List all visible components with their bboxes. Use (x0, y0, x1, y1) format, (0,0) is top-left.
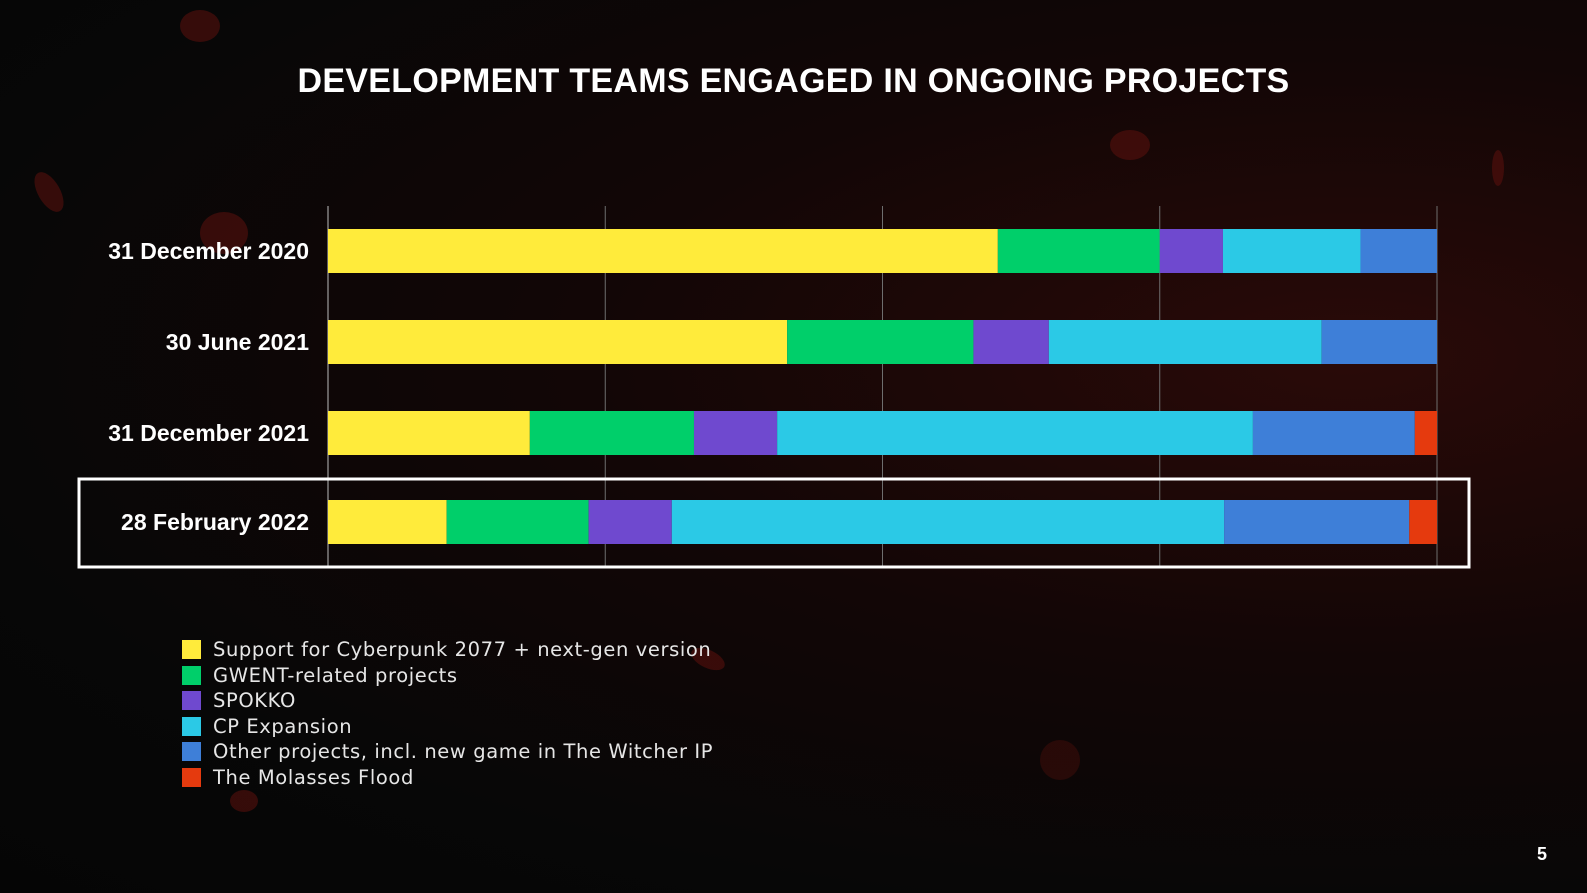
bar-segment (1159, 229, 1223, 273)
legend-swatch (182, 640, 201, 660)
bar-segment (1222, 229, 1361, 273)
legend-item: SPOKKO (182, 688, 713, 714)
highlight-box (77, 477, 1471, 569)
bar-segment (1224, 500, 1410, 544)
legend-label: SPOKKO (213, 689, 296, 713)
bar-segment (973, 320, 1049, 364)
legend-item: GWENT-related projects (182, 663, 713, 689)
bar-segment (328, 411, 530, 455)
bar-segment (1321, 320, 1437, 364)
page-title: DEVELOPMENT TEAMS ENGAGED IN ONGOING PRO… (297, 62, 1290, 100)
legend-label: Other projects, incl. new game in The Wi… (213, 740, 714, 764)
bar-segment (777, 411, 1253, 455)
ember-decoration (180, 10, 220, 42)
bar-segment (588, 500, 672, 544)
category-label: 31 December 2021 (108, 420, 309, 446)
legend-swatch (182, 767, 201, 787)
legend-item: CP Expansion (182, 714, 713, 740)
legend-swatch (182, 716, 201, 736)
legend-label: The Molasses Flood (213, 765, 414, 789)
category-labels: 31 December 2020 30 June 2021 31 December … (108, 238, 309, 535)
legend-label: GWENT-related projects (213, 663, 458, 687)
ember-decoration (1040, 740, 1080, 780)
bar-segment (446, 500, 589, 544)
bar-segment (787, 320, 974, 364)
bar-segment (1252, 411, 1415, 455)
legend-swatch (182, 691, 201, 711)
bar-segment (1409, 500, 1437, 544)
legend-item: Support for Cyberpunk 2077 + next-gen ve… (182, 637, 713, 663)
bar-segment (328, 229, 998, 273)
category-label: 28 February 2022 (121, 509, 309, 535)
ember-decoration (200, 212, 248, 254)
bars (328, 229, 1437, 544)
legend-item: Other projects, incl. new game in The Wi… (182, 739, 713, 765)
bar-segment (328, 320, 788, 364)
legend-label: Support for Cyberpunk 2077 + next-gen ve… (213, 638, 712, 662)
category-label: 30 June 2021 (166, 329, 309, 355)
bar-segment (1048, 320, 1322, 364)
bar-segment (1360, 229, 1437, 273)
ember-decoration (1110, 130, 1150, 160)
bar-segment (693, 411, 778, 455)
bar-segment (328, 500, 447, 544)
legend-swatch (182, 665, 201, 685)
legend: Support for Cyberpunk 2077 + next-gen ve… (182, 637, 713, 790)
legend-swatch (182, 742, 201, 762)
ember-decoration (1492, 150, 1504, 186)
legend-item: The Molasses Flood (182, 765, 713, 791)
bar-segment (1414, 411, 1437, 455)
category-label: 31 December 2020 (108, 238, 309, 264)
bar-segment (529, 411, 694, 455)
legend-label: CP Expansion (213, 714, 353, 738)
ember-decoration (230, 790, 258, 812)
page-number: 5 (1536, 844, 1547, 864)
bar-segment (997, 229, 1160, 273)
bar-segment (671, 500, 1225, 544)
